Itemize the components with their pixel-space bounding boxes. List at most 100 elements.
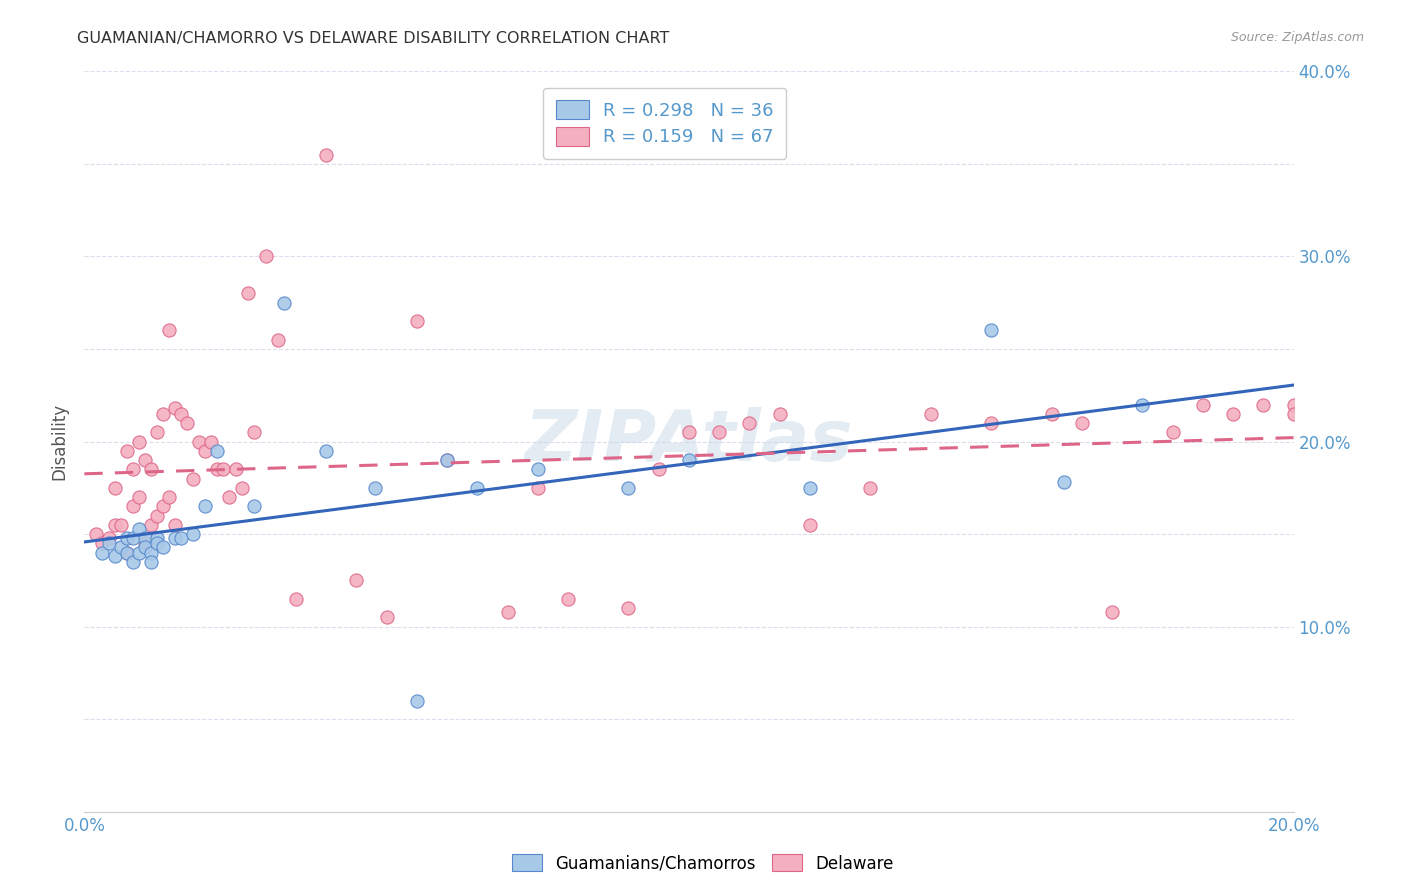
Point bbox=[436, 453, 458, 467]
Point bbox=[134, 531, 156, 545]
Point bbox=[1101, 605, 1123, 619]
Point bbox=[110, 540, 132, 554]
Point bbox=[617, 601, 640, 615]
Point bbox=[146, 508, 169, 523]
Point bbox=[207, 443, 229, 458]
Point bbox=[527, 481, 550, 495]
Point bbox=[104, 481, 127, 495]
Point bbox=[1040, 407, 1063, 421]
Point bbox=[225, 462, 247, 476]
Point bbox=[1192, 398, 1215, 412]
Point bbox=[1053, 475, 1076, 490]
Point bbox=[146, 425, 169, 440]
Point bbox=[617, 481, 640, 495]
Point bbox=[346, 574, 368, 588]
Point bbox=[115, 531, 138, 545]
Point bbox=[170, 531, 193, 545]
Point bbox=[980, 416, 1002, 430]
Point bbox=[157, 324, 180, 338]
Point bbox=[165, 401, 187, 416]
Point bbox=[194, 443, 217, 458]
Point bbox=[315, 147, 337, 161]
Point bbox=[436, 453, 458, 467]
Point bbox=[236, 286, 259, 301]
Point bbox=[799, 517, 821, 532]
Point bbox=[678, 453, 700, 467]
Point bbox=[91, 545, 114, 560]
Y-axis label: Disability: Disability bbox=[51, 403, 69, 480]
Point bbox=[121, 555, 143, 569]
Point bbox=[181, 527, 204, 541]
Point bbox=[1282, 398, 1305, 412]
Point bbox=[467, 481, 489, 495]
Point bbox=[1130, 398, 1153, 412]
Point bbox=[200, 434, 222, 449]
Point bbox=[157, 490, 180, 504]
Point bbox=[207, 462, 229, 476]
Legend: R = 0.298   N = 36, R = 0.159   N = 67: R = 0.298 N = 36, R = 0.159 N = 67 bbox=[543, 87, 786, 159]
Point bbox=[799, 481, 821, 495]
Point bbox=[134, 536, 156, 550]
Point bbox=[152, 540, 174, 554]
Point bbox=[134, 453, 156, 467]
Point bbox=[1071, 416, 1094, 430]
Point bbox=[134, 540, 156, 554]
Point bbox=[128, 545, 150, 560]
Point bbox=[139, 545, 162, 560]
Point bbox=[121, 462, 143, 476]
Legend: Guamanians/Chamorros, Delaware: Guamanians/Chamorros, Delaware bbox=[505, 847, 901, 880]
Point bbox=[139, 555, 162, 569]
Point bbox=[406, 314, 429, 328]
Point bbox=[194, 500, 217, 514]
Point bbox=[769, 407, 792, 421]
Point bbox=[648, 462, 671, 476]
Point bbox=[273, 295, 295, 310]
Point bbox=[104, 549, 127, 564]
Point bbox=[128, 490, 150, 504]
Point bbox=[146, 536, 169, 550]
Text: ZIPAtlas: ZIPAtlas bbox=[524, 407, 853, 476]
Point bbox=[121, 531, 143, 545]
Point bbox=[254, 250, 277, 264]
Point bbox=[1161, 425, 1184, 440]
Point bbox=[212, 462, 235, 476]
Point bbox=[678, 425, 700, 440]
Point bbox=[406, 694, 429, 708]
Point bbox=[496, 605, 519, 619]
Point bbox=[242, 425, 264, 440]
Point bbox=[181, 472, 204, 486]
Point bbox=[1282, 407, 1305, 421]
Point bbox=[188, 434, 211, 449]
Point bbox=[115, 443, 138, 458]
Point bbox=[146, 531, 169, 545]
Point bbox=[859, 481, 882, 495]
Point bbox=[91, 536, 114, 550]
Point bbox=[557, 591, 579, 606]
Point bbox=[218, 490, 240, 504]
Point bbox=[165, 531, 187, 545]
Point bbox=[242, 500, 264, 514]
Point bbox=[315, 443, 337, 458]
Text: GUAMANIAN/CHAMORRO VS DELAWARE DISABILITY CORRELATION CHART: GUAMANIAN/CHAMORRO VS DELAWARE DISABILIT… bbox=[77, 31, 669, 46]
Point bbox=[152, 407, 174, 421]
Point bbox=[128, 434, 150, 449]
Point bbox=[231, 481, 253, 495]
Point bbox=[115, 545, 138, 560]
Point bbox=[165, 517, 187, 532]
Point bbox=[170, 407, 193, 421]
Point bbox=[267, 333, 290, 347]
Point bbox=[1253, 398, 1275, 412]
Point bbox=[375, 610, 398, 624]
Point bbox=[363, 481, 385, 495]
Point bbox=[139, 517, 162, 532]
Point bbox=[980, 324, 1002, 338]
Point bbox=[1222, 407, 1244, 421]
Point bbox=[139, 462, 162, 476]
Point bbox=[121, 500, 143, 514]
Point bbox=[104, 517, 127, 532]
Point bbox=[110, 517, 132, 532]
Point bbox=[176, 416, 198, 430]
Point bbox=[285, 591, 308, 606]
Point bbox=[709, 425, 731, 440]
Point bbox=[152, 500, 174, 514]
